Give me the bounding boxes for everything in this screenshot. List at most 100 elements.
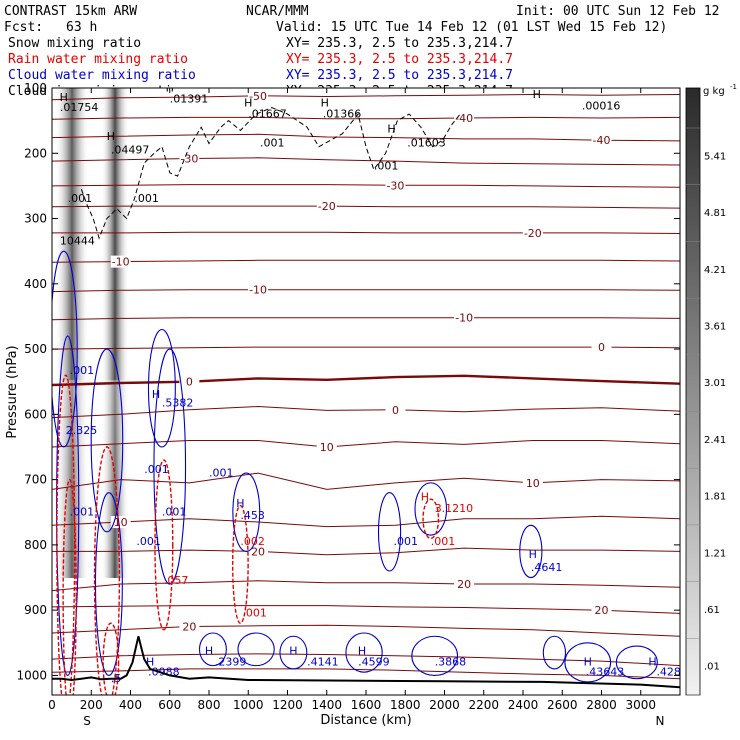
isotherm-line <box>52 93 680 101</box>
isotherm-label-bg <box>385 179 406 192</box>
isotherm-label: 20 <box>251 545 265 558</box>
extremum-marker: H <box>244 96 252 109</box>
isotherm-label-bg <box>591 341 612 354</box>
isotherm-label: -30 <box>180 152 198 165</box>
rain-water-contour <box>56 374 76 695</box>
contour-value-label: .01754 <box>60 101 99 114</box>
isotherm-label: 20 <box>457 578 471 591</box>
colorbar-label: 1.81 <box>704 492 726 503</box>
isotherm-line <box>52 205 680 209</box>
contour-value-label: .3868 <box>435 656 467 669</box>
isotherm-label-bg <box>179 620 200 633</box>
x-end-right: N <box>656 714 665 728</box>
cloud-water-contour <box>615 645 658 680</box>
rain-water-contour <box>93 446 121 695</box>
isotherm-label-bg <box>110 255 131 268</box>
isotherm-line <box>52 289 680 293</box>
contour-value-label: .001 <box>70 364 95 377</box>
fcst-label: Fcst: <box>4 20 43 35</box>
isotherm-line <box>52 184 680 188</box>
contour-value-label: .01667 <box>248 107 287 120</box>
x-tick-label: 1400 <box>311 698 342 712</box>
contour-value-label: .001 <box>374 160 399 173</box>
isotherm-label: -40 <box>455 112 473 125</box>
isotherm-label: 0 <box>598 341 605 354</box>
isotherm-line <box>52 440 680 448</box>
isotherm-line <box>52 259 680 263</box>
contour-value-label: .132 <box>87 714 112 727</box>
x-tick-label: 2400 <box>508 698 539 712</box>
extremum-marker: H <box>358 645 366 658</box>
contour-value-label: .001 <box>144 463 169 476</box>
contour-value-label: .4641 <box>531 561 563 574</box>
isotherm-line <box>52 605 680 614</box>
y-tick-label: 600 <box>24 407 47 421</box>
contour-value-label: .04497 <box>111 143 150 156</box>
x-tick-label: 400 <box>119 698 142 712</box>
field-name: Cloud water mixing ratio <box>8 68 196 83</box>
isotherm-line <box>52 405 680 419</box>
contour-value-label: .001 <box>393 535 418 548</box>
extremum-marker: H <box>648 656 656 669</box>
isotherm-label: -10 <box>112 256 130 269</box>
contour-value-label: .001 <box>70 506 95 519</box>
isotherm-line <box>52 580 680 592</box>
cloud-water-contour <box>345 632 383 673</box>
isotherm-label: 10 <box>320 441 334 454</box>
isotherm-line <box>52 472 680 490</box>
y-axis-label: Pressure (hPa) <box>5 345 20 438</box>
y-tick-label: 300 <box>24 212 47 226</box>
isotherm-label-bg <box>110 516 131 529</box>
extremum-marker: H <box>107 130 115 143</box>
extremum-marker: H <box>60 91 68 104</box>
isotherm-line <box>52 133 680 142</box>
colorbar-label: 5.41 <box>704 151 726 162</box>
colorbar-label: 3.01 <box>704 378 726 389</box>
isotherm-label-bg <box>385 403 406 416</box>
isotherm-line <box>52 653 680 667</box>
isotherm-label-bg <box>591 134 612 147</box>
extremum-marker: H <box>421 490 429 503</box>
colorbar-label: .61 <box>704 605 720 616</box>
x-tick-label: 2200 <box>468 698 499 712</box>
isotherm-label: 10 <box>114 516 128 529</box>
contour-value-label: 3.1210 <box>435 502 474 515</box>
isotherm-line <box>52 346 680 350</box>
extremum-marker: H <box>289 645 297 658</box>
contour-value-label: .001 <box>68 192 93 205</box>
isotherm-label-bg <box>248 283 269 296</box>
isotherm-line <box>52 624 680 637</box>
isotherm-label: 20 <box>182 620 196 633</box>
contour-value-label: .4141 <box>307 656 339 669</box>
isotherm-label: -10 <box>455 312 473 325</box>
contour-value-label: .057 <box>164 574 189 587</box>
isotherm-label: -20 <box>524 227 542 240</box>
y-tick-label: 1000 <box>16 668 47 682</box>
field-xy: XY= 235.3, 2.5 to 235.3,214.7 <box>286 36 513 51</box>
cloud-ice-contour <box>80 107 461 240</box>
contour-value-label: .001 <box>162 506 187 519</box>
isotherm-label: -50 <box>249 90 267 103</box>
cloud-water-contour <box>519 524 543 579</box>
y-tick-label: 700 <box>24 473 47 487</box>
valid-time: Valid: 15 UTC Tue 14 Feb 12 (01 LST Wed … <box>276 20 667 35</box>
cloud-water-contour <box>90 348 124 533</box>
x-tick-label: 2000 <box>429 698 460 712</box>
contour-value-label: .43643 <box>586 665 625 678</box>
contour-value-label: .00016 <box>582 100 621 113</box>
isotherm-line <box>52 547 680 556</box>
x-axis-label: Distance (km) <box>320 713 411 728</box>
extremum-marker: H <box>205 645 213 658</box>
cloud-water-contour <box>377 492 402 572</box>
colorbar-label: 4.21 <box>704 265 726 276</box>
extremum-marker: H <box>387 122 395 135</box>
isotherm-label-bg <box>179 152 200 165</box>
x-tick-label: 1600 <box>351 698 382 712</box>
field-xy: XY= 235.3, 2.5 to 235.3,214.7 <box>286 52 513 67</box>
extremum-marker: H <box>236 497 244 510</box>
fcst-value: 63 h <box>66 20 97 35</box>
contour-value-label: .001 <box>431 535 456 548</box>
contour-value-label: .453 <box>240 509 265 522</box>
isotherm-label-bg <box>454 311 475 324</box>
isotherm-label-bg <box>522 476 543 489</box>
